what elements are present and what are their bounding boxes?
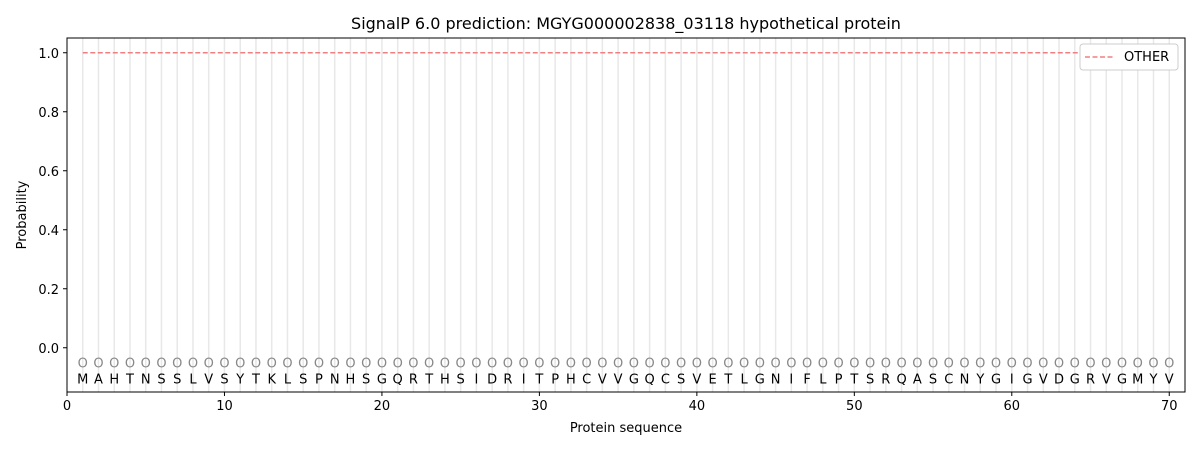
residue-letter: T [125,372,134,387]
residue-letter: Q [393,372,403,387]
residue-letter: N [330,372,340,387]
residue-letter: Y [1149,372,1158,387]
residue-letter: V [1165,372,1174,387]
residue-letter: V [692,372,701,387]
residue-letter: T [251,372,260,387]
residue-letter: C [582,372,591,387]
residue-letter: T [723,372,732,387]
residue-letter: Y [975,372,984,387]
residue-letter: G [991,372,1001,387]
residue-letter: V [1102,372,1111,387]
residue-letter: G [377,372,387,387]
residue-letter: T [849,372,858,387]
residue-letter: S [362,372,370,387]
residue-letter: I [522,372,526,387]
residue-letter: L [819,372,827,387]
residue-letter: D [1054,372,1064,387]
residue-letter: R [881,372,890,387]
residue-letter: E [708,372,716,387]
residue-letter: P [551,372,559,387]
residue-letter: H [109,372,119,387]
residue-letter: R [1086,372,1095,387]
residue-letter: I [789,372,793,387]
residue-letter: T [424,372,433,387]
residue-letter: L [740,372,748,387]
y-tick-label: 0.2 [38,283,59,298]
residue-letter: G [629,372,639,387]
residue-letter: F [803,372,810,387]
residue-letter: G [1070,372,1080,387]
residue-letter: C [944,372,953,387]
residue-letter: T [534,372,543,387]
chart-title: SignalP 6.0 prediction: MGYG000002838_03… [351,14,901,34]
residue-letter: Q [896,372,906,387]
residue-letter: L [189,372,197,387]
residue-letter: C [661,372,670,387]
residue-letter: P [835,372,843,387]
residue-letter: H [566,372,576,387]
residue-letter: S [220,372,228,387]
residue-letter: H [346,372,356,387]
residue-letter: P [315,372,323,387]
x-tick-label: 50 [846,399,863,414]
residue-letter: G [755,372,765,387]
x-tick-label: 0 [63,399,71,414]
residue-letter: A [94,372,103,387]
residue-letter: K [267,372,276,387]
residue-letter: A [913,372,922,387]
y-tick-label: 1.0 [38,47,59,62]
residue-prediction-labels: OOOOOOOOOOOOOOOOOOOOOOOOOOOOOOOOOOOOOOOO… [78,357,1175,372]
residue-letter: R [409,372,418,387]
x-tick-label: 30 [531,399,548,414]
residue-letter: S [866,372,874,387]
residue-letter: Q [645,372,655,387]
residue-letter: N [960,372,970,387]
y-tick-label: 0.8 [38,106,59,121]
y-axis-label: Probability [15,180,30,249]
residue-letter: V [204,372,213,387]
residue-letter: I [1010,372,1014,387]
residue-letter: R [503,372,512,387]
residue-letter: S [173,372,181,387]
residue-letter: D [487,372,497,387]
x-axis-label: Protein sequence [570,421,682,436]
plot-frame [66,37,1186,393]
legend-box [1079,43,1179,71]
residue-letter: I [474,372,478,387]
y-tick-label: 0.4 [38,224,59,239]
x-tick-label: 20 [374,399,391,414]
residue-letter: M [1132,372,1143,387]
residue-letter: N [141,372,151,387]
residue-letter: M [77,372,88,387]
residue-letter: L [284,372,292,387]
y-tick-label: 0.6 [38,165,59,180]
residue-letter: S [299,372,307,387]
x-tick-label: 60 [1004,399,1021,414]
x-tick-label: 40 [689,399,706,414]
legend-label-other: OTHER [1124,50,1169,65]
residue-letter: G [1022,372,1032,387]
x-tick-label: 10 [216,399,233,414]
residue-letter: S [457,372,465,387]
x-tick-label: 70 [1161,399,1178,414]
residue-letter: V [598,372,607,387]
legend: OTHER [1079,43,1179,71]
residue-letter: Y [235,372,244,387]
residue-letter: G [1117,372,1127,387]
residue-letter: V [614,372,623,387]
residue-letter: S [157,372,165,387]
residue-letter: N [771,372,781,387]
y-tick-label: 0.0 [38,342,59,357]
residue-letter: V [1039,372,1048,387]
residue-letter: S [677,372,685,387]
residue-letter: H [440,372,450,387]
residue-letter: S [929,372,937,387]
